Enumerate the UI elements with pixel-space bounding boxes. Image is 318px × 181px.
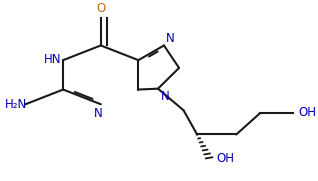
- Text: N: N: [93, 107, 102, 120]
- Text: O: O: [96, 2, 105, 15]
- Text: H₂N: H₂N: [5, 98, 27, 111]
- Text: OH: OH: [217, 152, 235, 165]
- Text: OH: OH: [298, 106, 316, 119]
- Text: HN: HN: [44, 53, 62, 66]
- Text: N: N: [165, 32, 174, 45]
- Text: N: N: [160, 90, 169, 103]
